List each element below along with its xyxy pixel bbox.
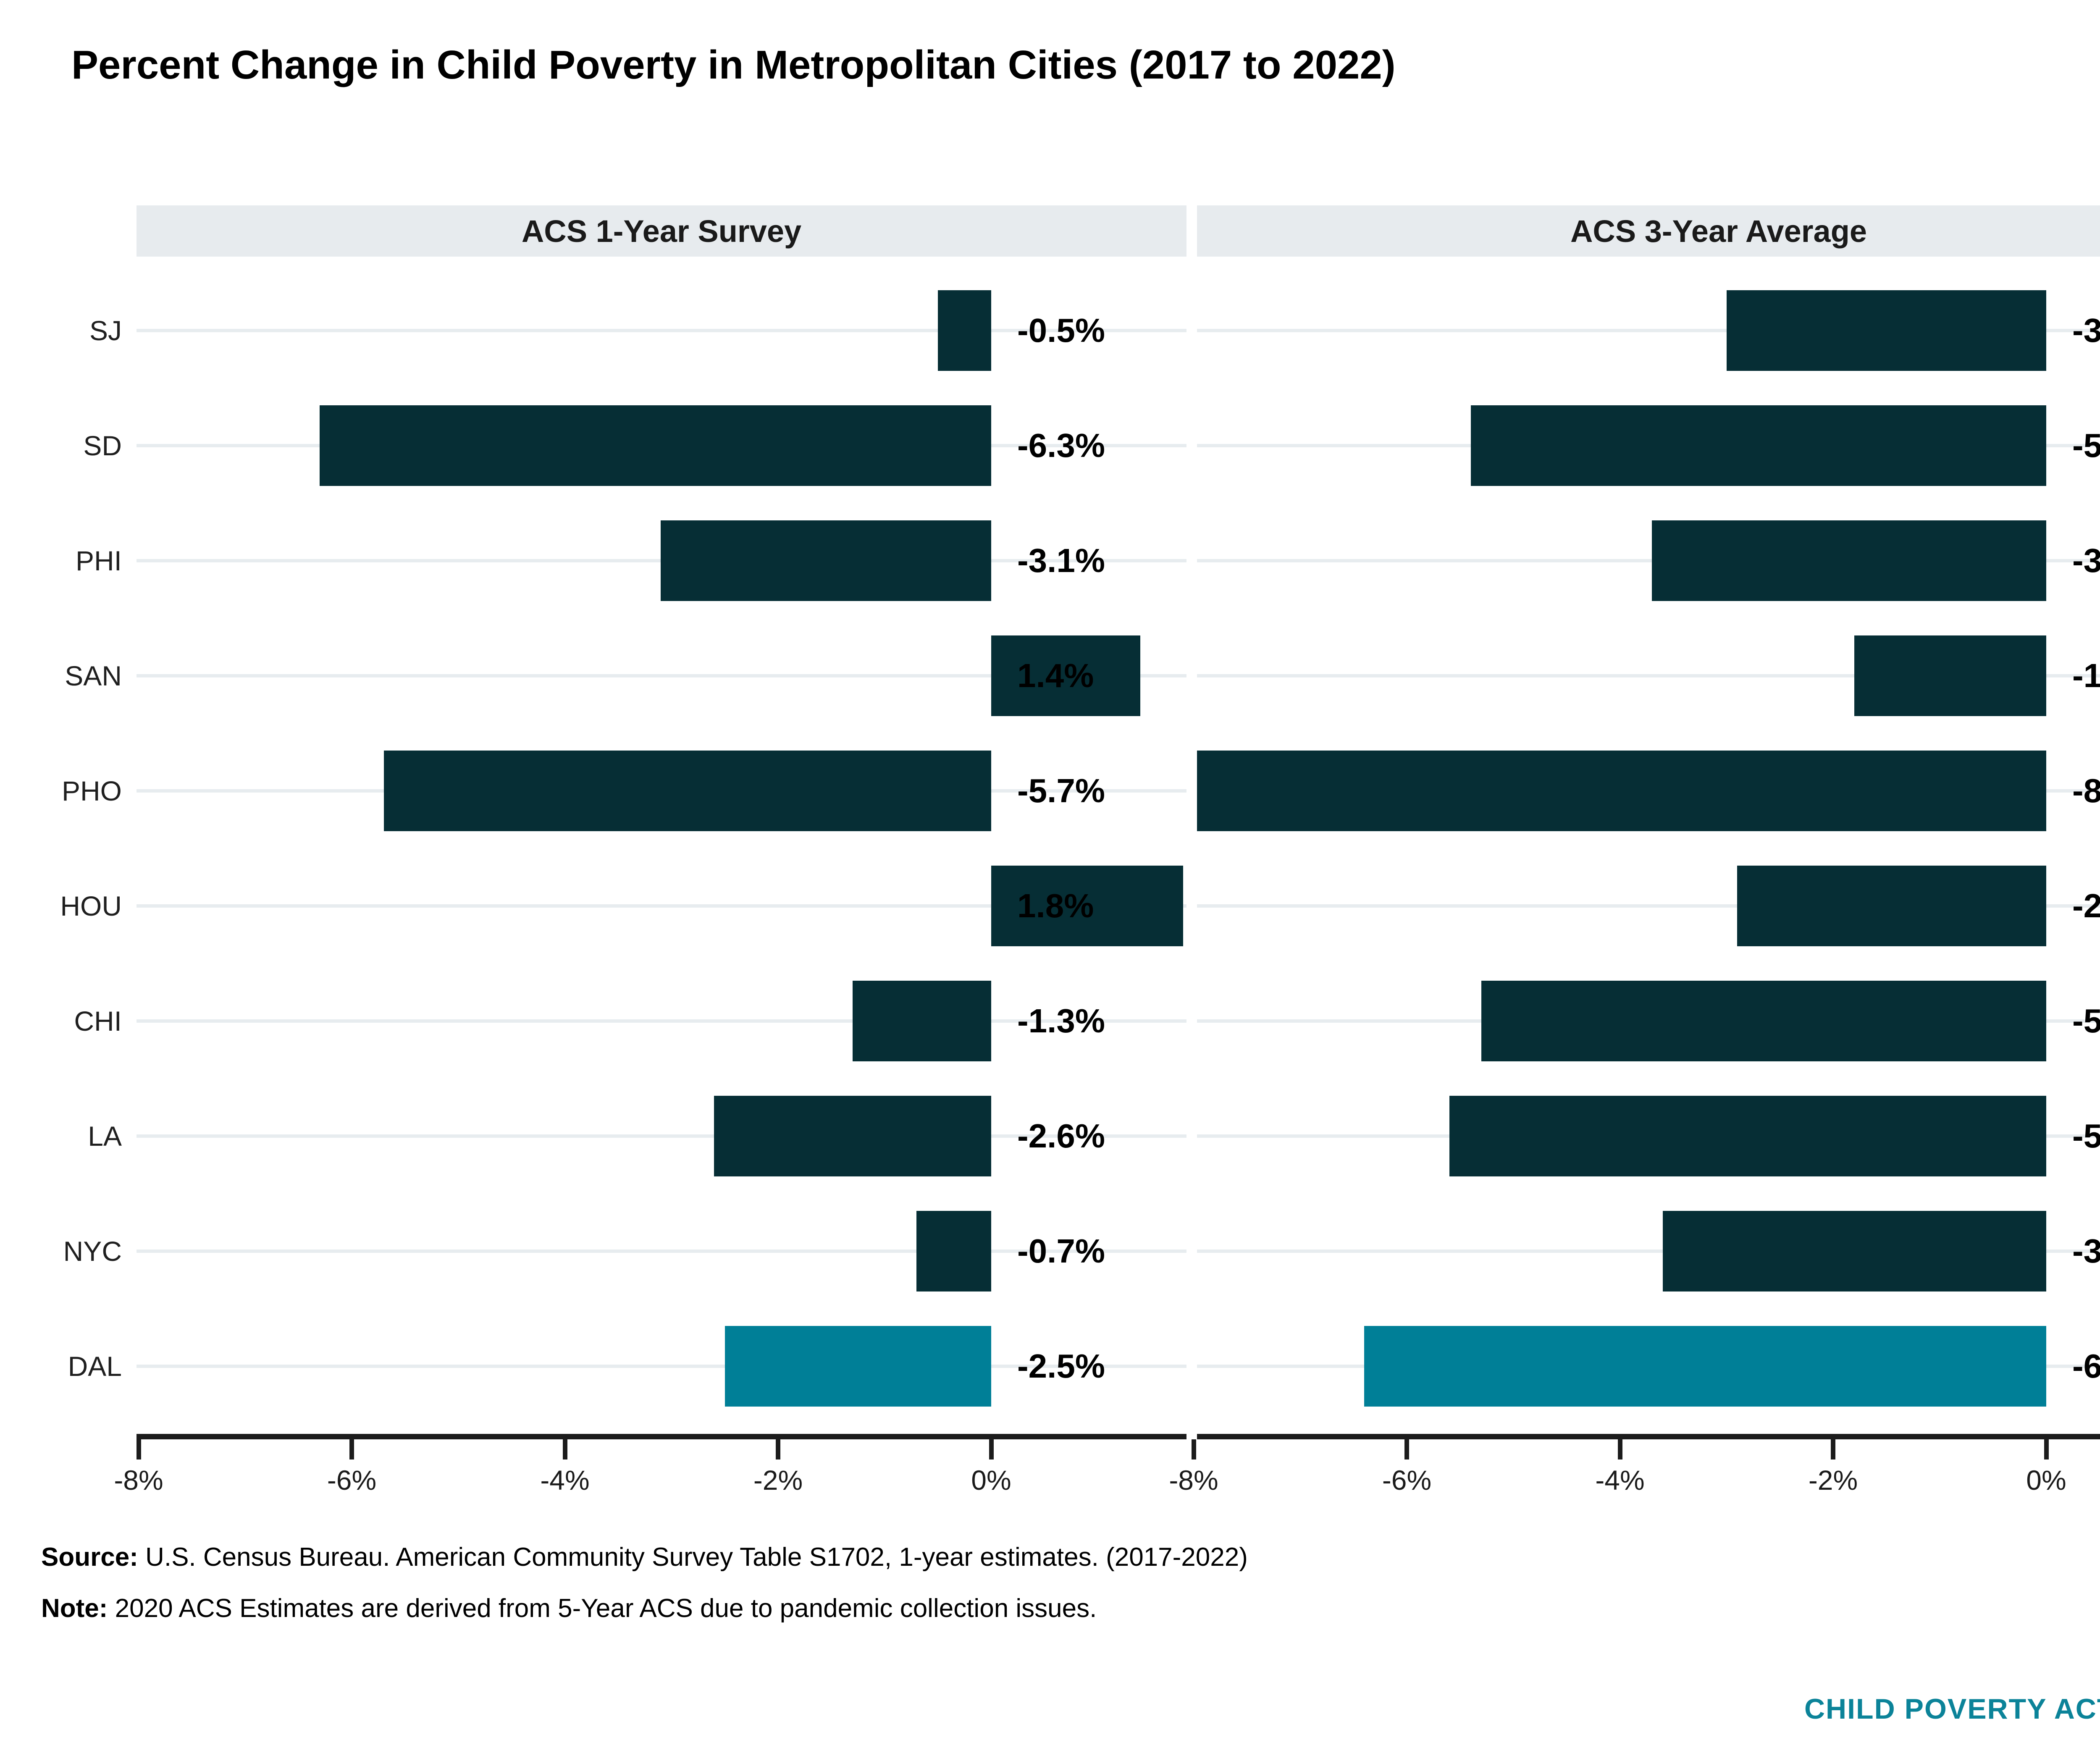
gridline xyxy=(1197,559,2100,562)
bar-acs-3-year-average-phi xyxy=(1652,520,2046,601)
value-label-acs-1-year-survey-sj: -0.5% xyxy=(1017,312,1105,349)
panel-header-label: ACS 3-Year Average xyxy=(1570,213,1867,249)
gridline xyxy=(1197,674,2100,677)
bar-acs-3-year-average-sj xyxy=(1726,290,2046,371)
x-tick-mark xyxy=(989,1439,994,1460)
city-label-sj: SJ xyxy=(89,315,122,346)
value-label-acs-3-year-average-dal: -6.4% xyxy=(2072,1347,2100,1385)
x-tick-mark xyxy=(776,1439,780,1460)
bar-acs-1-year-survey-phi xyxy=(661,520,991,601)
gridline xyxy=(136,1365,1186,1368)
value-label-acs-3-year-average-san: -1.8% xyxy=(2072,657,2100,694)
city-label-hou: HOU xyxy=(60,890,122,921)
source-line: Source: U.S. Census Bureau. American Com… xyxy=(41,1542,1248,1572)
value-label-acs-3-year-average-phi: -3.7% xyxy=(2072,542,2100,579)
gridline xyxy=(136,1019,1186,1023)
city-label-dal: DAL xyxy=(68,1351,122,1382)
value-label-acs-3-year-average-chi: -5.3% xyxy=(2072,1002,2100,1040)
value-label-acs-3-year-average-hou: -2.9% xyxy=(2072,887,2100,924)
panel-header-acs-3-year-average: ACS 3-Year Average xyxy=(1197,205,2100,257)
bar-acs-3-year-average-pho xyxy=(1197,751,2046,831)
value-label-acs-1-year-survey-sd: -6.3% xyxy=(1017,427,1105,464)
city-label-la: LA xyxy=(88,1121,122,1152)
bar-acs-3-year-average-la xyxy=(1449,1096,2046,1176)
x-tick-label: 0% xyxy=(2026,1465,2066,1496)
gridline xyxy=(1197,329,2100,332)
x-tick-mark xyxy=(1404,1439,1409,1460)
x-tick-mark xyxy=(136,1439,141,1460)
x-tick-label: -6% xyxy=(1382,1465,1432,1496)
bar-acs-3-year-average-san xyxy=(1854,635,2046,716)
x-tick-mark xyxy=(1191,1439,1196,1460)
x-axis-line xyxy=(1197,1434,2100,1439)
gridline xyxy=(136,904,1186,908)
value-label-acs-3-year-average-nyc: -3.6% xyxy=(2072,1232,2100,1270)
bar-acs-1-year-survey-la xyxy=(714,1096,991,1176)
city-label-nyc: NYC xyxy=(63,1236,122,1267)
bar-acs-1-year-survey-pho xyxy=(383,751,991,831)
city-label-sd: SD xyxy=(83,430,122,461)
gridline xyxy=(136,674,1186,677)
x-tick-mark xyxy=(2044,1439,2049,1460)
bar-acs-3-year-average-chi xyxy=(1481,981,2046,1061)
note-line: Note: 2020 ACS Estimates are derived fro… xyxy=(41,1593,1097,1623)
bar-acs-3-year-average-hou xyxy=(1737,866,2046,946)
page-title: Percent Change in Child Poverty in Metro… xyxy=(71,42,1396,87)
value-label-acs-1-year-survey-san: 1.4% xyxy=(1017,657,1094,694)
bar-acs-3-year-average-nyc xyxy=(1662,1211,2046,1292)
bar-acs-1-year-survey-sj xyxy=(938,290,991,371)
x-tick-label: -8% xyxy=(1169,1465,1218,1496)
x-tick-mark xyxy=(1617,1439,1622,1460)
value-label-acs-3-year-average-la: -5.6% xyxy=(2072,1117,2100,1155)
source-text: U.S. Census Bureau. American Community S… xyxy=(138,1543,1248,1572)
x-tick-label: -4% xyxy=(540,1465,590,1496)
x-tick-label: -8% xyxy=(114,1465,163,1496)
value-label-acs-3-year-average-sj: -3% xyxy=(2072,312,2100,349)
value-label-acs-1-year-survey-chi: -1.3% xyxy=(1017,1002,1105,1040)
bar-acs-1-year-survey-chi xyxy=(853,981,991,1061)
city-label-pho: PHO xyxy=(61,775,122,806)
gridline xyxy=(136,329,1186,332)
bar-acs-1-year-survey-dal xyxy=(724,1326,991,1407)
panel-header-label: ACS 1-Year Survey xyxy=(521,213,802,249)
bar-acs-1-year-survey-san xyxy=(991,635,1141,716)
value-label-acs-3-year-average-sd: -5.4% xyxy=(2072,427,2100,464)
panel-header-acs-1-year-survey: ACS 1-Year Survey xyxy=(136,205,1186,257)
value-label-acs-1-year-survey-phi: -3.1% xyxy=(1017,542,1105,579)
x-axis-line xyxy=(136,1434,1186,1439)
value-label-acs-1-year-survey-nyc: -0.7% xyxy=(1017,1232,1105,1270)
x-tick-label: -4% xyxy=(1595,1465,1645,1496)
value-label-acs-1-year-survey-hou: 1.8% xyxy=(1017,887,1094,924)
value-label-acs-1-year-survey-la: -2.6% xyxy=(1017,1117,1105,1155)
gridline xyxy=(136,1250,1186,1253)
bar-acs-1-year-survey-nyc xyxy=(916,1211,991,1292)
value-label-acs-3-year-average-pho: -8% xyxy=(2072,772,2100,809)
x-tick-label: -2% xyxy=(753,1465,803,1496)
bar-acs-3-year-average-sd xyxy=(1470,405,2046,486)
gridline xyxy=(1197,1250,2100,1253)
city-label-phi: PHI xyxy=(75,545,122,576)
bar-acs-1-year-survey-sd xyxy=(320,405,991,486)
x-tick-label: -2% xyxy=(1808,1465,1858,1496)
x-tick-mark xyxy=(562,1439,567,1460)
note-label: Note: xyxy=(41,1594,108,1623)
gridline xyxy=(1197,904,2100,908)
bar-acs-3-year-average-dal xyxy=(1364,1326,2046,1407)
bar-acs-1-year-survey-hou xyxy=(991,866,1183,946)
x-tick-label: -6% xyxy=(327,1465,377,1496)
source-label: Source: xyxy=(41,1543,138,1572)
city-label-san: SAN xyxy=(65,660,122,691)
value-label-acs-1-year-survey-pho: -5.7% xyxy=(1017,772,1105,809)
x-tick-mark xyxy=(1831,1439,1835,1460)
gridline xyxy=(136,1134,1186,1138)
value-label-acs-1-year-survey-dal: -2.5% xyxy=(1017,1347,1105,1385)
x-tick-label: 0% xyxy=(971,1465,1011,1496)
org-logo: CHILD POVERTY ACTION LAB xyxy=(1804,1693,2100,1725)
city-label-chi: CHI xyxy=(74,1005,122,1037)
note-text: 2020 ACS Estimates are derived from 5-Ye… xyxy=(108,1594,1097,1623)
x-tick-mark xyxy=(349,1439,354,1460)
